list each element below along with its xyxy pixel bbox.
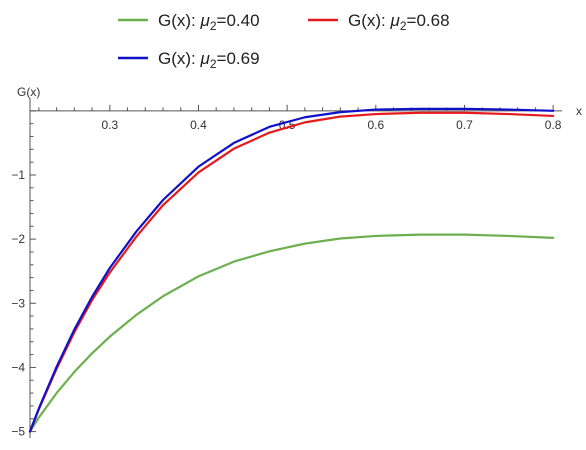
x-tick-label: 0.3 xyxy=(101,118,118,132)
y-tick-label: −2 xyxy=(11,232,25,246)
legend: G(x): μ2=0.40 G(x): μ2=0.68 G(x): μ2=0.69 xyxy=(118,11,450,71)
legend-label: G(x): μ2=0.68 xyxy=(348,11,450,33)
legend-item-1: G(x): μ2=0.40 xyxy=(118,11,260,33)
x-axis-label: x xyxy=(576,104,582,118)
plot-area xyxy=(28,107,555,433)
y-axis-ticks: −1 −2 −3 −4 −5 xyxy=(11,110,36,439)
y-tick-label: −5 xyxy=(11,425,25,439)
y-axis-label: G(x) xyxy=(17,85,40,99)
legend-label: G(x): μ2=0.69 xyxy=(158,49,260,71)
x-tick-label: 0.4 xyxy=(190,118,207,132)
series-line-3 xyxy=(28,107,555,433)
legend-label: G(x): μ2=0.40 xyxy=(158,11,260,33)
legend-item-2: G(x): μ2=0.68 xyxy=(308,11,450,33)
axes: 0.3 0.4 0.5 0.6 0.7 0.8 −1−2−3−4−5 x G(x) xyxy=(11,85,582,439)
y-tick-label: −1 xyxy=(11,168,25,182)
y-tick-label: −4 xyxy=(11,360,25,374)
x-tick-label: 0.6 xyxy=(367,118,384,132)
x-tick-label: 0.8 xyxy=(545,118,562,132)
x-tick-label: 0.7 xyxy=(456,118,473,132)
y-tick-label: −3 xyxy=(11,296,25,310)
legend-item-3: G(x): μ2=0.69 xyxy=(118,49,260,71)
series-line-1 xyxy=(28,233,555,433)
